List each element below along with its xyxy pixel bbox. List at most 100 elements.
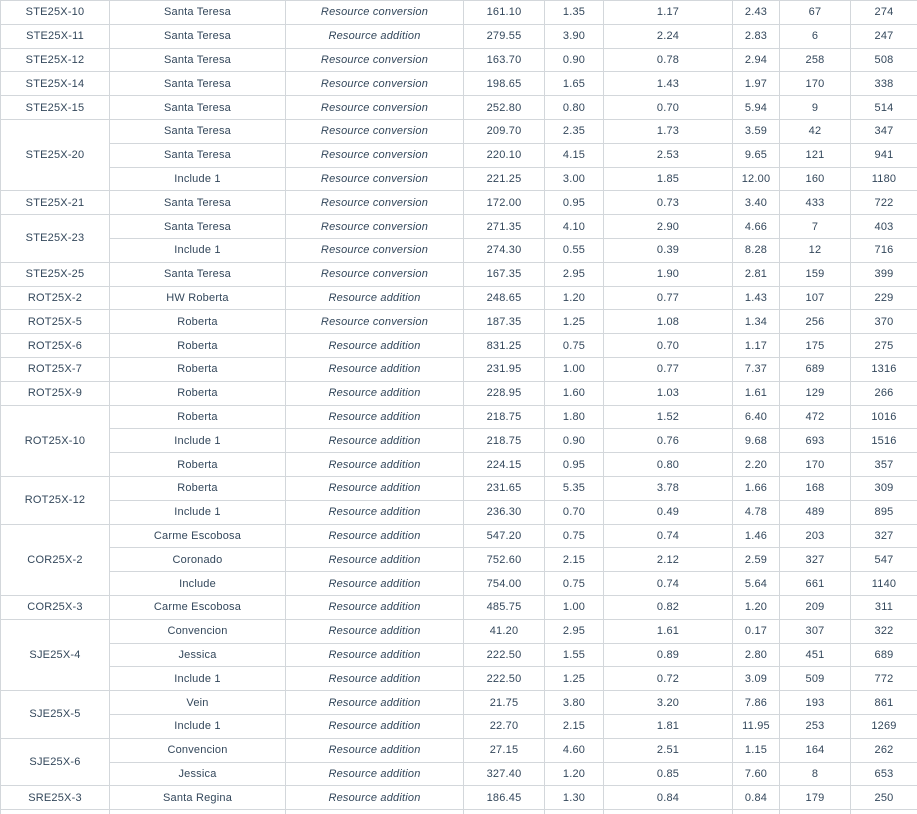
row-id-cell: STE25X-14 [0, 71, 110, 97]
name-cell: Santa Teresa [109, 0, 286, 25]
table-row: STE25X-15 Santa Teresa Resource conversion… [0, 95, 917, 120]
name-cell: Santa Teresa [109, 261, 286, 287]
value-cell-2: 1.65 [544, 71, 604, 97]
value-cell-5: 67 [779, 0, 851, 25]
value-cell-3: 2.53 [603, 142, 733, 168]
value-cell-6: 338 [850, 71, 917, 97]
name-cell: Roberta [109, 475, 286, 501]
value-cell-6: 309 [850, 475, 917, 501]
type-cell: Resource addition [285, 785, 464, 811]
value-cell-6: 399 [850, 261, 917, 287]
value-cell-2: 0.90 [544, 428, 604, 454]
value-cell-4: 1.34 [732, 309, 780, 335]
name-cell: Include 1 [109, 499, 286, 525]
value-cell-1: 27.15 [463, 737, 545, 763]
value-cell-4: 2.59 [732, 547, 780, 573]
value-cell-4: 3.59 [732, 118, 780, 144]
name-cell: Carme Escobosa [109, 523, 286, 549]
value-cell-6: 347 [850, 118, 917, 144]
type-cell: Resource addition [285, 761, 464, 787]
name-cell: Santa Teresa [109, 95, 286, 120]
value-cell-5: 689 [779, 356, 851, 382]
value-cell-4: 2.43 [732, 0, 780, 25]
value-cell-4: 7.37 [732, 356, 780, 382]
value-cell-5: 168 [779, 475, 851, 501]
table-row: ROT25X-7 Roberta Resource addition 231.95 1.… [0, 356, 917, 382]
value-cell-3: 1.61 [603, 618, 733, 644]
name-cell: Include [109, 571, 286, 596]
table-row: Jessica Resource addition 327.40 1.20 0.85 7.… [1, 761, 917, 787]
value-cell-5: 107 [779, 285, 851, 311]
value-cell-6: 653 [850, 761, 917, 787]
table-row: Include Resource addition 754.00 0.75 0.74 5.… [1, 571, 917, 596]
value-cell-5: 253 [779, 713, 851, 739]
value-cell-3: 0.84 [603, 785, 733, 811]
value-cell-3: 0.70 [603, 95, 733, 120]
value-cell-2: 0.75 [544, 333, 604, 358]
name-cell: Carme Escobosa [109, 594, 286, 620]
value-cell-2: 0.80 [544, 95, 604, 120]
name-cell: Roberta [109, 356, 286, 382]
value-cell-6: 514 [850, 95, 917, 120]
value-cell-1: 274.30 [463, 237, 545, 263]
value-cell-5: 121 [779, 142, 851, 168]
value-cell-4: 1.17 [732, 333, 780, 358]
type-cell: Resource addition [285, 666, 464, 692]
value-cell-6: 941 [850, 142, 917, 168]
type-cell: Resource conversion [285, 166, 464, 192]
value-cell-6: 1180 [850, 166, 917, 192]
value-cell-6: 895 [850, 499, 917, 525]
value-cell-1: 327.40 [463, 761, 545, 787]
row-id-cell: ROT25X-12 [0, 475, 110, 525]
value-cell-4: 1.46 [732, 523, 780, 549]
name-cell: Jessica [109, 642, 286, 668]
type-cell: Resource addition [285, 523, 464, 549]
table-row: Include 1 Resource addition 22.70 2.15 1.81 1… [1, 713, 917, 739]
value-cell-4: 1.20 [732, 594, 780, 620]
table-row: Include 1 Resource addition 236.30 0.70 0.49… [1, 499, 917, 525]
type-cell: Resource conversion [285, 118, 464, 144]
value-cell-1: 279.55 [463, 23, 545, 49]
value-cell-3: 0.77 [603, 356, 733, 382]
value-cell-2: 0.75 [544, 523, 604, 549]
type-cell: Resource addition [285, 333, 464, 358]
name-cell: Vein [109, 690, 286, 715]
value-cell-4: 9.65 [732, 142, 780, 168]
type-cell: Resource addition [285, 499, 464, 525]
name-cell: Santa Teresa [109, 118, 286, 144]
value-cell-5: 209 [779, 594, 851, 620]
value-cell-1: 41.20 [463, 618, 545, 644]
value-cell-4: 6.40 [732, 404, 780, 430]
value-cell-4: 2.94 [732, 47, 780, 73]
value-cell-3: 1.08 [603, 309, 733, 335]
value-cell-3: 0.77 [603, 285, 733, 311]
type-cell: Resource addition [285, 23, 464, 49]
value-cell-2: 4.10 [544, 214, 604, 239]
empty-cell [285, 809, 464, 814]
name-cell: Roberta [109, 404, 286, 430]
value-cell-3: 1.17 [603, 0, 733, 25]
value-cell-1: 209.70 [463, 118, 545, 144]
value-cell-1: 236.30 [463, 499, 545, 525]
value-cell-5: 170 [779, 71, 851, 97]
value-cell-1: 248.65 [463, 285, 545, 311]
name-cell: Roberta [109, 333, 286, 358]
type-cell: Resource conversion [285, 142, 464, 168]
name-cell: Roberta [109, 380, 286, 406]
value-cell-4: 5.94 [732, 95, 780, 120]
value-cell-1: 161.10 [463, 0, 545, 25]
value-cell-6: 1269 [850, 713, 917, 739]
value-cell-3: 2.12 [603, 547, 733, 573]
type-cell: Resource addition [285, 571, 464, 596]
row-id-cell: SJE25X-6 [0, 737, 110, 787]
value-cell-4: 3.40 [732, 190, 780, 216]
table-row: Jessica Resource addition 222.50 1.55 0.89 2.… [1, 642, 917, 668]
type-cell: Resource conversion [285, 261, 464, 287]
value-cell-4: 1.43 [732, 285, 780, 311]
type-cell: Resource addition [285, 356, 464, 382]
value-cell-1: 221.25 [463, 166, 545, 192]
name-cell: Include 1 [109, 713, 286, 739]
type-cell: Resource addition [285, 404, 464, 430]
value-cell-4: 0.84 [732, 785, 780, 811]
name-cell: Roberta [109, 309, 286, 335]
